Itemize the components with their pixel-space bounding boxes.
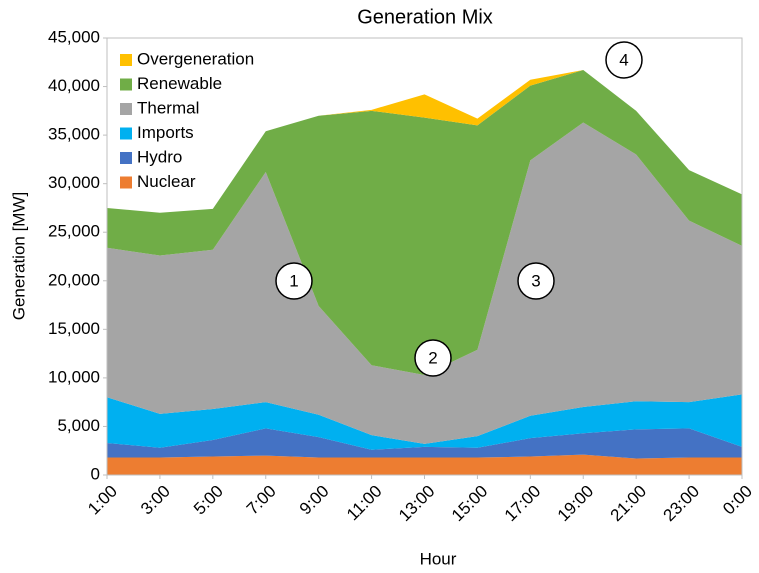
x-tick-label: 21:00 (607, 482, 651, 526)
annotation-circle (414, 339, 452, 377)
x-tick-label: 9:00 (296, 482, 333, 519)
area (107, 394, 742, 450)
x-axis-label: Hour (420, 549, 457, 568)
legend-label: Overgeneration (137, 49, 254, 68)
y-axis-label: Generation [MW] (9, 192, 28, 321)
x-tick-label: 17:00 (501, 482, 545, 526)
x-tick-label: 3:00 (137, 482, 174, 519)
area (107, 70, 742, 375)
x-tick-label: 23:00 (660, 482, 704, 526)
y-tick-label: 35,000 (48, 125, 100, 144)
legend-swatch (120, 127, 132, 140)
y-tick-label: 10,000 (48, 367, 100, 386)
legend-label: Renewable (137, 74, 222, 93)
y-tick-label: 45,000 (48, 27, 100, 46)
x-tick-label: 19:00 (554, 482, 598, 526)
annotation: 2 (428, 348, 437, 367)
y-tick-label: 15,000 (48, 319, 100, 338)
legend-label: Nuclear (137, 172, 196, 191)
area (107, 122, 742, 444)
x-tick-label: 1:00 (84, 482, 121, 519)
y-tick-label: 0 (91, 464, 100, 483)
x-tick-label: 15:00 (448, 482, 492, 526)
y-tick-label: 5,000 (57, 416, 100, 435)
chart-title: Generation Mix (357, 6, 493, 28)
annotation: 3 (531, 271, 540, 290)
annotation-circle (517, 262, 555, 300)
legend-label: Hydro (137, 147, 182, 166)
legend-swatch (120, 78, 132, 91)
x-tick-label: 13:00 (395, 482, 439, 526)
legend-label: Thermal (137, 98, 199, 117)
x-tick-label: 0:00 (719, 482, 756, 519)
x-tick-label: 5:00 (190, 482, 227, 519)
annotation: 4 (619, 50, 628, 69)
area (107, 70, 742, 213)
legend-swatch (120, 54, 132, 66)
annotation-circle (275, 262, 313, 300)
legend-label: Imports (137, 123, 194, 142)
legend-swatch (120, 152, 132, 164)
y-tick-label: 25,000 (48, 222, 100, 241)
annotation-circle (605, 41, 643, 79)
x-tick-label: 11:00 (343, 482, 386, 525)
y-tick-label: 20,000 (48, 270, 100, 289)
legend-swatch (120, 103, 132, 115)
y-tick-label: 30,000 (48, 173, 100, 192)
annotation: 1 (289, 271, 298, 290)
x-tick-label: 7:00 (243, 482, 280, 519)
area (107, 454, 742, 475)
legend-swatch (120, 176, 132, 189)
area (107, 428, 742, 459)
y-tick-label: 40,000 (48, 76, 100, 95)
